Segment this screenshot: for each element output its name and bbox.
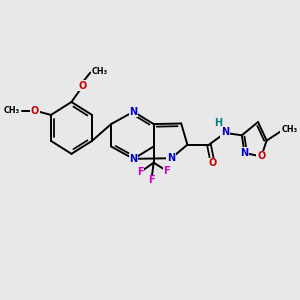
Text: N: N [167,153,175,163]
Text: N: N [241,148,249,158]
Text: CH₃: CH₃ [4,106,20,115]
Text: H: H [214,118,223,128]
Text: N: N [129,107,137,117]
Text: N: N [129,154,137,164]
Text: CH₃: CH₃ [92,67,108,76]
Text: O: O [31,106,39,116]
Text: F: F [137,167,143,177]
Text: O: O [208,158,216,168]
Text: N: N [221,127,229,137]
Text: O: O [257,152,266,161]
Text: F: F [148,175,155,185]
Text: F: F [163,166,170,176]
Text: CH₃: CH₃ [281,125,297,134]
Text: O: O [79,81,87,91]
